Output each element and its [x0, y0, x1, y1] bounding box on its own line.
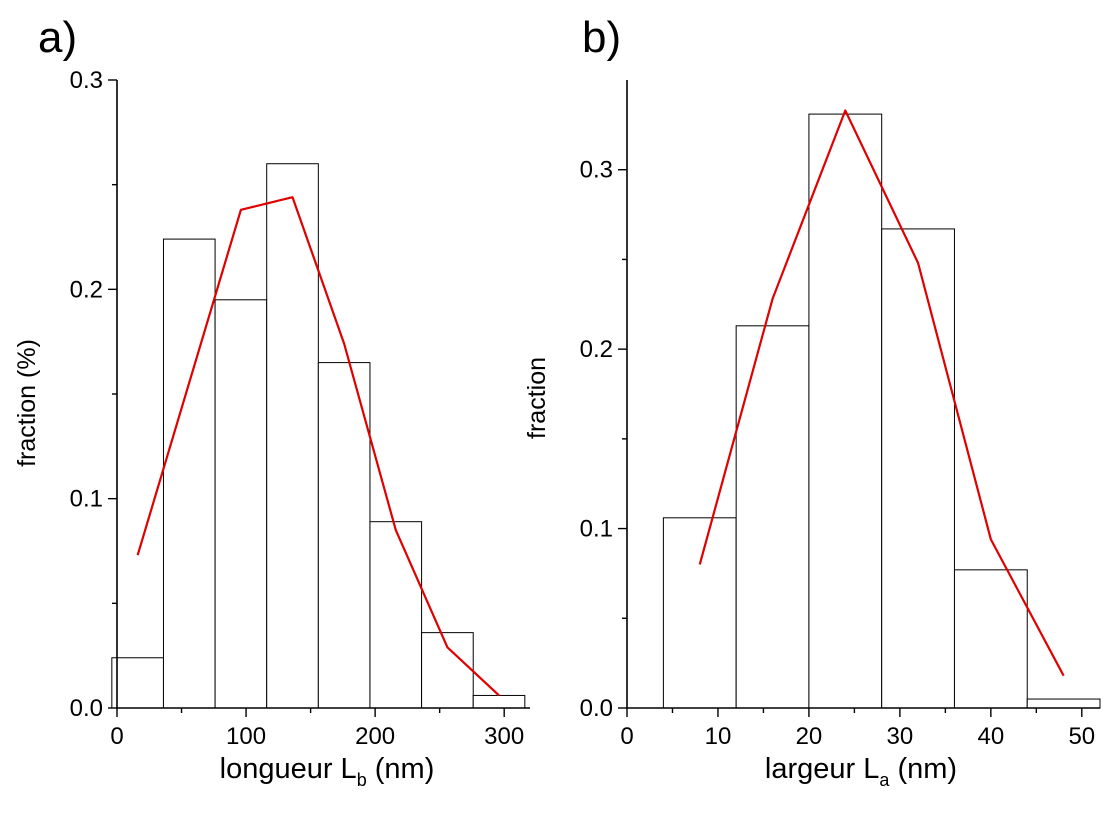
panel-a-y-axis-label: fraction (%): [13, 339, 41, 467]
panel-b-bar-1: [735, 325, 810, 709]
panel-b-x-axis-label: largeur La (nm): [765, 753, 957, 790]
panel-a-x-axis-label-unit: (nm): [367, 753, 435, 785]
panel-a-bar-5: [369, 521, 423, 709]
panel-a-bar-7: [472, 694, 526, 709]
panel-a-bar-2: [214, 299, 268, 709]
panel-b-bars: [662, 113, 1101, 709]
panel-b-bar-5: [1026, 698, 1101, 709]
panel-a-y-tick-label-0: 0.0: [70, 695, 103, 722]
panel-a: a) 0 100 200 300 0.0 0.1 0.2 0.3 longueur Lb (n…: [13, 13, 530, 790]
panel-b-x-tick-label-4: 40: [977, 723, 1004, 750]
panel-a-bars: [111, 163, 526, 709]
panel-b-x-tick-label-3: 30: [887, 723, 914, 750]
panel-b-bar-3: [881, 228, 955, 709]
panel-b: b) 0 10 20 30 40 50 0.0 0.1 0.2 0.3 largeur La (n…: [523, 13, 1101, 790]
panel-b-y-tick-label-0: 0.0: [580, 695, 613, 722]
panel-a-bar-0: [111, 657, 164, 709]
panel-b-fit-line: [698, 109, 1065, 677]
panel-b-x-tick-label-0: 0: [620, 723, 633, 750]
panel-b-bar-4: [953, 569, 1028, 709]
panel-b-x-axis-label-unit: (nm): [889, 753, 957, 785]
panel-a-bar-3: [266, 163, 319, 709]
panel-b-y-tick-label-3: 0.3: [580, 157, 613, 184]
panel-b-x-tick-label-5: 50: [1068, 723, 1095, 750]
panel-a-x-tick-label-2: 200: [355, 723, 395, 750]
panel-b-ticks: [618, 169, 1083, 717]
panel-a-y-tick-label-1: 0.1: [70, 486, 103, 513]
panel-a-tick-labels: 0 100 200 300 0.0 0.1 0.2 0.3: [70, 67, 525, 750]
panel-a-x-axis-label-sub: b: [357, 770, 367, 790]
panel-a-x-tick-label-0: 0: [110, 723, 123, 750]
panel-b-x-axis-label-sub: a: [879, 770, 890, 790]
panel-a-fit-line: [136, 196, 500, 697]
panel-b-y-axis-label: fraction: [523, 357, 551, 439]
panel-a-bar-4: [317, 362, 371, 709]
panel-b-x-axis-label-main: largeur L: [765, 753, 879, 785]
panel-a-x-axis-label-main: longueur L: [220, 753, 357, 785]
panel-a-ticks: [108, 79, 505, 717]
panel-a-label: a): [38, 13, 77, 62]
panel-b-bar-0: [662, 517, 737, 709]
panel-a-x-axis-label: longueur Lb (nm): [220, 753, 435, 790]
panel-b-y-tick-label-2: 0.2: [580, 336, 613, 363]
panel-b-tick-labels: 0 10 20 30 40 50 0.0 0.1 0.2 0.3: [580, 157, 1096, 750]
panel-b-label: b): [582, 13, 621, 62]
panel-b-x-tick-label-1: 10: [705, 723, 732, 750]
panel-a-bar-1: [162, 238, 216, 709]
panel-b-y-tick-label-1: 0.1: [580, 516, 613, 543]
panel-a-x-tick-label-3: 300: [484, 723, 524, 750]
panel-b-bar-2: [808, 113, 883, 709]
panel-a-bar-6: [421, 632, 474, 709]
panel-b-x-tick-label-2: 20: [796, 723, 823, 750]
panel-a-x-tick-label-1: 100: [226, 723, 266, 750]
panel-a-y-tick-label-3: 0.3: [70, 67, 103, 94]
panel-a-y-tick-label-2: 0.2: [70, 276, 103, 303]
